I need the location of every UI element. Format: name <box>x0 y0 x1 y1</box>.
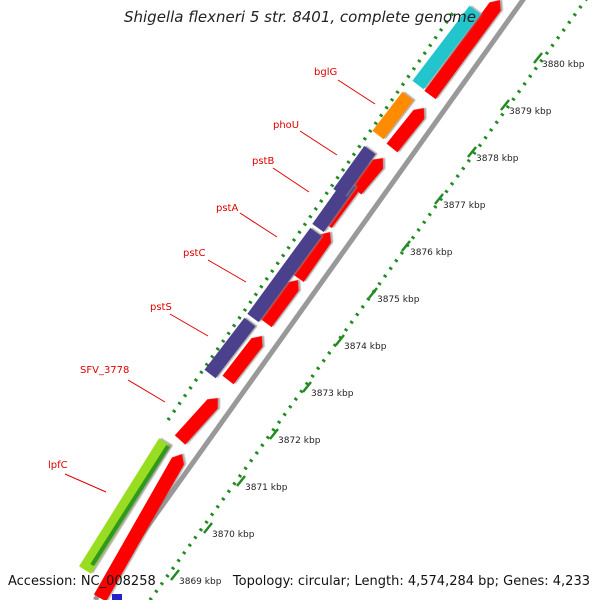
ruler-tick <box>434 193 444 205</box>
ruler-tick-label: 3874 kbp <box>344 342 387 352</box>
label-leader-line <box>272 167 310 193</box>
ruler-tick-label: 3873 kbp <box>311 389 354 399</box>
gene-label: pstB <box>252 156 274 167</box>
ruler-tick-label: 3875 kbp <box>377 295 420 305</box>
cds-segment <box>222 335 263 385</box>
gene-bglG <box>372 91 414 140</box>
cds-segment <box>424 0 501 100</box>
cds-segment <box>93 453 185 600</box>
cds-segment <box>292 232 332 282</box>
ruler-tick <box>236 475 246 487</box>
gene-pstB <box>333 145 376 198</box>
ruler-tick <box>269 428 279 440</box>
cds-segment <box>174 398 218 445</box>
genome-summary: Topology: circular; Length: 4,574,284 bp… <box>232 574 590 589</box>
label-leader-line <box>337 79 376 105</box>
gene-label: phoU <box>273 120 299 131</box>
gene-labels: lpfC SFV_3778 pstS pstC pstA pstB phoU bglG <box>48 67 376 493</box>
label-leader-line <box>169 313 209 337</box>
label-leader-line <box>127 379 166 403</box>
gene-lpfC <box>79 438 171 574</box>
gene-blue-fragment <box>112 594 122 600</box>
backbone-line <box>92 0 526 600</box>
ruler-tick <box>335 334 345 346</box>
ruler-tick <box>368 287 378 299</box>
ruler-tick-label: 3880 kbp <box>542 60 585 70</box>
genome-title: Shigella flexneri 5 str. 8401, complete … <box>123 8 477 26</box>
gene-label: pstA <box>216 203 238 214</box>
cds-segment <box>350 158 384 195</box>
ruler-tick <box>203 522 213 534</box>
ruler-tick <box>401 240 411 252</box>
ruler-tick-label: 3872 kbp <box>278 436 321 446</box>
ruler-tick-label: 3869 kbp <box>179 577 222 587</box>
gene-track <box>79 5 481 600</box>
inner-dotted-line <box>148 0 588 600</box>
dotted-guides <box>148 0 588 600</box>
cds-segment <box>260 279 299 328</box>
gene-label: pstC <box>183 248 205 259</box>
ruler-tick-label: 3871 kbp <box>245 483 288 493</box>
gene-cyan <box>412 5 481 90</box>
gene-label: pstS <box>150 302 172 313</box>
gene-label: bglG <box>314 67 337 78</box>
ruler-tick <box>533 52 543 64</box>
gene-pstS <box>204 317 256 379</box>
label-leader-line <box>239 212 278 238</box>
ruler: 3869 kbp 3870 kbp 3871 kbp 3872 kbp 3873 kbp… <box>170 52 585 587</box>
cds-segment <box>386 107 425 153</box>
ruler-tick-label: 3870 kbp <box>212 530 255 540</box>
ruler-tick-label: 3877 kbp <box>443 201 486 211</box>
outer-dotted-line <box>166 8 457 422</box>
ruler-tick <box>500 99 510 111</box>
ruler-tick <box>302 381 312 393</box>
ruler-tick-label: 3876 kbp <box>410 248 453 258</box>
ruler-tick-label: 3878 kbp <box>476 154 519 164</box>
accession-text: Accession: NC_008258 <box>8 574 156 589</box>
gene-pstC <box>247 227 322 323</box>
label-leader-line <box>299 130 338 156</box>
gene-label: SFV_3778 <box>80 365 129 376</box>
ruler-tick-label: 3879 kbp <box>509 107 552 117</box>
ruler-tick <box>170 569 180 581</box>
cds-track <box>93 0 501 600</box>
label-leader-line <box>207 259 247 283</box>
gene-lpfC-stripe <box>90 444 170 567</box>
gene-label: lpfC <box>48 460 68 471</box>
ruler-tick <box>467 146 477 158</box>
label-leader-line <box>64 473 107 493</box>
